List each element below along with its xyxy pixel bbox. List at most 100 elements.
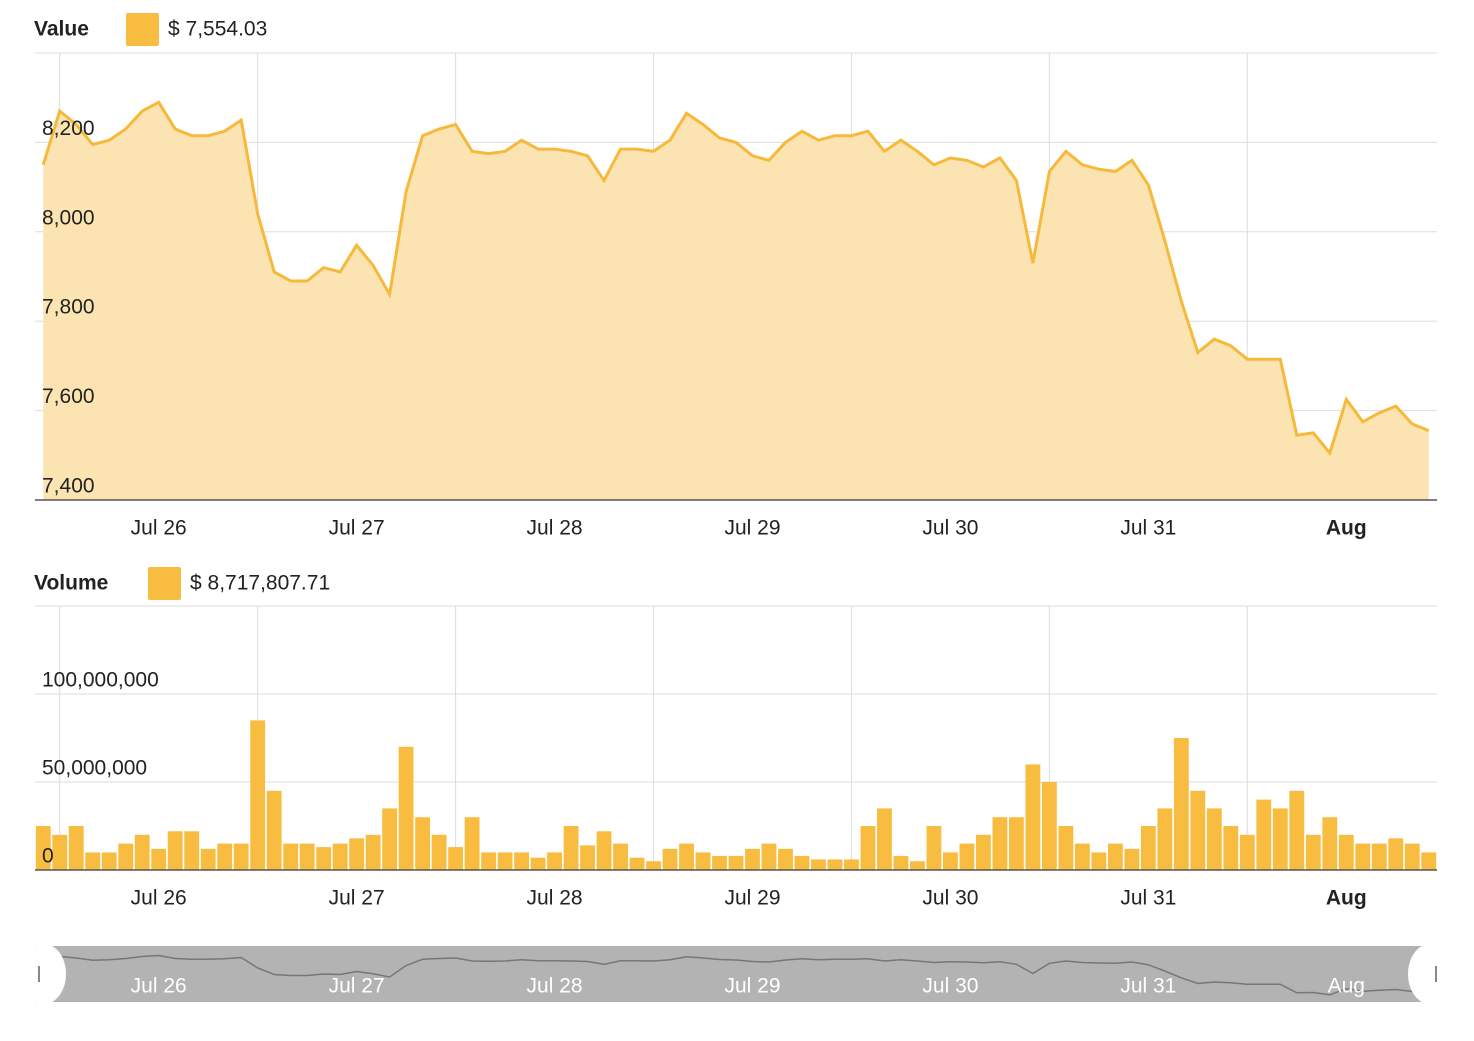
- navigator-label: Jul 28: [527, 975, 583, 998]
- bar: [893, 855, 909, 870]
- bar: [959, 843, 975, 870]
- legend-swatch: [126, 13, 159, 46]
- bar: [349, 838, 365, 870]
- bar: [1140, 826, 1156, 870]
- navigator[interactable]: Jul 26 Jul 27 Jul 28 Jul 29 Jul 30 Jul 31 Aug: [22, 944, 1452, 1004]
- bar: [167, 831, 183, 870]
- bar: [596, 831, 612, 870]
- bar: [382, 808, 398, 870]
- bar: [1223, 826, 1239, 870]
- x-tick-label: Jul 31: [1120, 517, 1176, 540]
- bar: [1190, 790, 1206, 870]
- bar: [943, 852, 958, 870]
- navigator-label: Jul 26: [131, 975, 187, 998]
- x-tick-label: Jul 27: [329, 887, 385, 910]
- bar: [992, 817, 1008, 870]
- bar: [844, 859, 859, 870]
- bar: [52, 834, 68, 870]
- bar: [580, 845, 595, 870]
- bar: [1338, 834, 1354, 870]
- bar: [1091, 852, 1107, 870]
- x-tick-label: Jul 28: [527, 887, 583, 910]
- bar: [547, 852, 562, 870]
- x-tick-label: Jul 30: [922, 517, 978, 540]
- bar: [1008, 817, 1024, 870]
- y-tick-label: 7,800: [42, 296, 95, 319]
- bar: [1355, 843, 1371, 870]
- x-tick-label: Jul 27: [329, 517, 385, 540]
- bar: [975, 834, 991, 870]
- bar: [860, 826, 876, 870]
- bar: [695, 852, 711, 870]
- bar: [464, 817, 480, 870]
- y-tick-label: 50,000,000: [42, 757, 147, 780]
- navigator-label: Jul 30: [922, 975, 978, 998]
- bar: [1404, 843, 1420, 870]
- bar: [85, 852, 101, 870]
- bar: [184, 831, 200, 870]
- bar: [118, 843, 134, 870]
- bar: [1074, 843, 1090, 870]
- bar: [431, 834, 447, 870]
- bar: [68, 826, 84, 870]
- bar: [712, 855, 727, 870]
- bar: [1272, 808, 1288, 870]
- bar: [613, 843, 628, 870]
- x-tick-label: Jul 26: [131, 517, 187, 540]
- y-tick-label: 7,400: [42, 475, 95, 498]
- bar: [1421, 852, 1437, 870]
- bar: [250, 720, 266, 870]
- navigator-handle[interactable]: [1408, 944, 1452, 1004]
- x-tick-label: Aug: [1326, 887, 1367, 910]
- bar: [877, 808, 892, 870]
- bar: [1041, 782, 1057, 870]
- chart-title: Volume: [34, 572, 108, 595]
- bar: [778, 848, 793, 870]
- bar: [497, 852, 513, 870]
- bar: [910, 861, 925, 870]
- bar: [398, 746, 414, 870]
- bar: [233, 843, 249, 870]
- bar: [1173, 738, 1189, 870]
- bar: [332, 843, 348, 870]
- bar: [415, 817, 431, 870]
- bar: [1289, 790, 1305, 870]
- navigator-bg: [35, 946, 1437, 1002]
- bar: [200, 848, 216, 870]
- bar: [1305, 834, 1321, 870]
- bar: [101, 852, 117, 870]
- bar: [1058, 826, 1074, 870]
- bar: [761, 843, 777, 870]
- x-tick-label: Jul 28: [527, 517, 583, 540]
- bar: [365, 834, 381, 870]
- bar: [679, 843, 694, 870]
- x-tick-label: Jul 29: [724, 887, 780, 910]
- y-tick-label: 8,200: [42, 117, 95, 140]
- bar: [448, 847, 464, 870]
- bar: [316, 847, 332, 870]
- x-tick-label: Jul 29: [724, 517, 780, 540]
- bar: [481, 852, 497, 870]
- chart-title: Value: [34, 18, 89, 41]
- navigator-label: Jul 29: [724, 975, 780, 998]
- bar: [1322, 817, 1338, 870]
- bar: [1388, 838, 1404, 870]
- navigator-handle[interactable]: [22, 944, 66, 1004]
- bar: [1124, 848, 1140, 870]
- y-tick-label: 0: [42, 845, 54, 868]
- bar: [35, 826, 51, 870]
- bar: [1157, 808, 1173, 870]
- bar: [728, 855, 744, 870]
- bar: [827, 859, 843, 870]
- bar: [745, 848, 760, 870]
- legend-swatch: [148, 567, 181, 600]
- bar: [134, 834, 150, 870]
- bar: [926, 826, 942, 870]
- navigator-line: [42, 954, 1429, 996]
- bar: [514, 852, 529, 870]
- bar: [646, 861, 661, 870]
- bar: [629, 857, 645, 870]
- bar: [530, 857, 546, 870]
- bar: [1025, 764, 1041, 870]
